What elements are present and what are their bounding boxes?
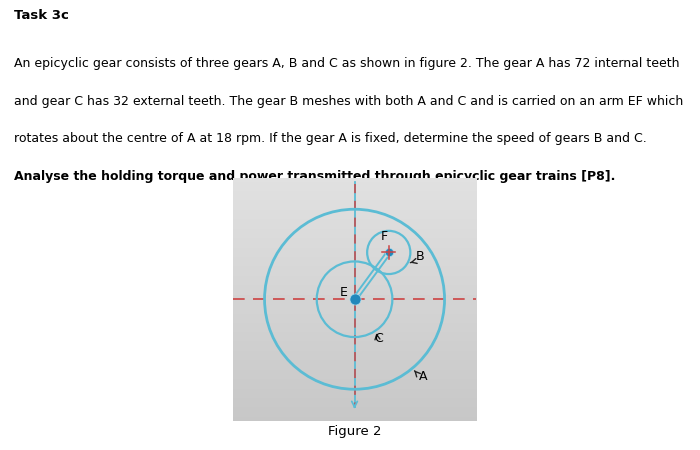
Text: Analyse the holding torque and power transmitted through epicyclic gear trains [: Analyse the holding torque and power tra…: [14, 170, 615, 183]
Text: A: A: [414, 370, 428, 383]
Text: E: E: [340, 286, 348, 299]
Text: F: F: [381, 230, 388, 243]
Text: Task 3c: Task 3c: [14, 9, 69, 22]
Text: Figure 2: Figure 2: [328, 426, 382, 438]
Text: An epicyclic gear consists of three gears A, B and C as shown in figure 2. The g: An epicyclic gear consists of three gear…: [14, 57, 680, 70]
Text: and gear C has 32 external teeth. The gear B meshes with both A and C and is car: and gear C has 32 external teeth. The ge…: [14, 94, 683, 108]
Text: C: C: [374, 333, 383, 346]
Text: rotates about the centre of A at 18 rpm. If the gear A is fixed, determine the s: rotates about the centre of A at 18 rpm.…: [14, 132, 647, 145]
Text: B: B: [410, 250, 424, 263]
